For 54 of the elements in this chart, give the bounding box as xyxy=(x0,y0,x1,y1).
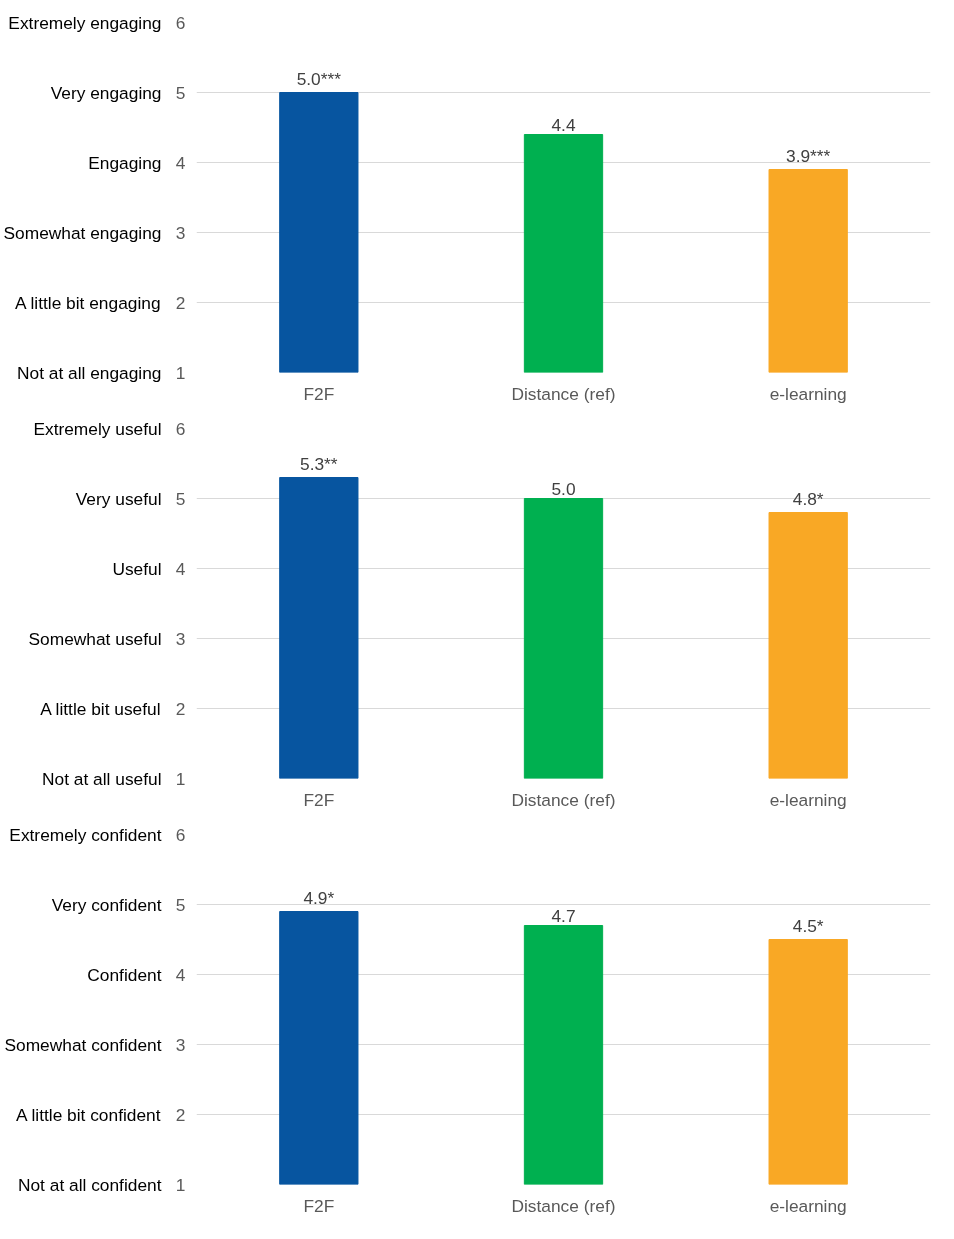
y-tick-label: 2 xyxy=(175,292,186,313)
text: A little bit engaging xyxy=(15,292,161,313)
text: A little bit confident xyxy=(16,1104,161,1125)
text: Useful xyxy=(112,558,162,579)
x-tick-label: e-learning xyxy=(769,789,847,810)
x-tick-label: Distance (ref) xyxy=(511,789,616,810)
data-label: 4.5* xyxy=(792,915,824,936)
data-label: 4.4 xyxy=(551,114,576,135)
x-tick-label: F2F xyxy=(303,789,335,810)
data-label: 5.3** xyxy=(300,453,338,474)
x-tick-label: Distance (ref) xyxy=(511,383,616,404)
y-tick-label: 2 xyxy=(175,1104,186,1125)
y-tick-label: 6 xyxy=(175,12,186,33)
text: Very engaging xyxy=(50,82,162,103)
data-label: 5.0*** xyxy=(296,68,342,89)
data-label: 4.8* xyxy=(792,488,824,509)
data-label: 4.9* xyxy=(303,887,335,908)
y-tick-label: 6 xyxy=(175,824,186,845)
text: Not at all confident xyxy=(17,1174,162,1195)
y-tick-label: 1 xyxy=(175,768,186,789)
y-tick-label: 5 xyxy=(175,894,186,915)
text: Extremely confident xyxy=(9,824,162,845)
y-tick-label: 3 xyxy=(175,222,186,243)
x-tick-label: e-learning xyxy=(769,1195,847,1216)
y-tick-label: 5 xyxy=(175,82,186,103)
x-tick-label: e-learning xyxy=(769,383,847,404)
x-tick-label: Distance (ref) xyxy=(511,1195,616,1216)
x-tick-label: F2F xyxy=(303,1195,335,1216)
data-label: 3.9*** xyxy=(786,145,831,166)
data-label: 5.0 xyxy=(551,478,576,499)
text: Extremely engaging xyxy=(8,12,162,33)
data-label: 4.7 xyxy=(551,905,576,926)
y-tick-label: 3 xyxy=(175,1034,186,1055)
text: A little bit useful xyxy=(40,698,161,719)
text: Somewhat confident xyxy=(4,1034,162,1055)
text: Not at all engaging xyxy=(16,362,162,383)
y-tick-label: 2 xyxy=(175,698,186,719)
text: Not at all useful xyxy=(42,768,162,789)
text: Extremely useful xyxy=(33,418,162,439)
text: Very useful xyxy=(75,488,162,509)
x-tick-label: F2F xyxy=(303,383,335,404)
y-tick-label: 4 xyxy=(175,152,186,173)
text: Somewhat useful xyxy=(28,628,162,649)
y-tick-label: 3 xyxy=(175,628,186,649)
y-tick-label: 4 xyxy=(175,964,186,985)
y-tick-label: 4 xyxy=(175,558,186,579)
text: Confident xyxy=(87,964,162,985)
y-tick-label: 1 xyxy=(175,1174,186,1195)
y-tick-label: 5 xyxy=(175,488,186,509)
y-tick-label: 1 xyxy=(175,362,186,383)
text: Very confident xyxy=(51,894,162,915)
y-tick-label: 6 xyxy=(175,418,186,439)
text: Engaging xyxy=(88,152,162,173)
text: Somewhat engaging xyxy=(3,222,162,243)
